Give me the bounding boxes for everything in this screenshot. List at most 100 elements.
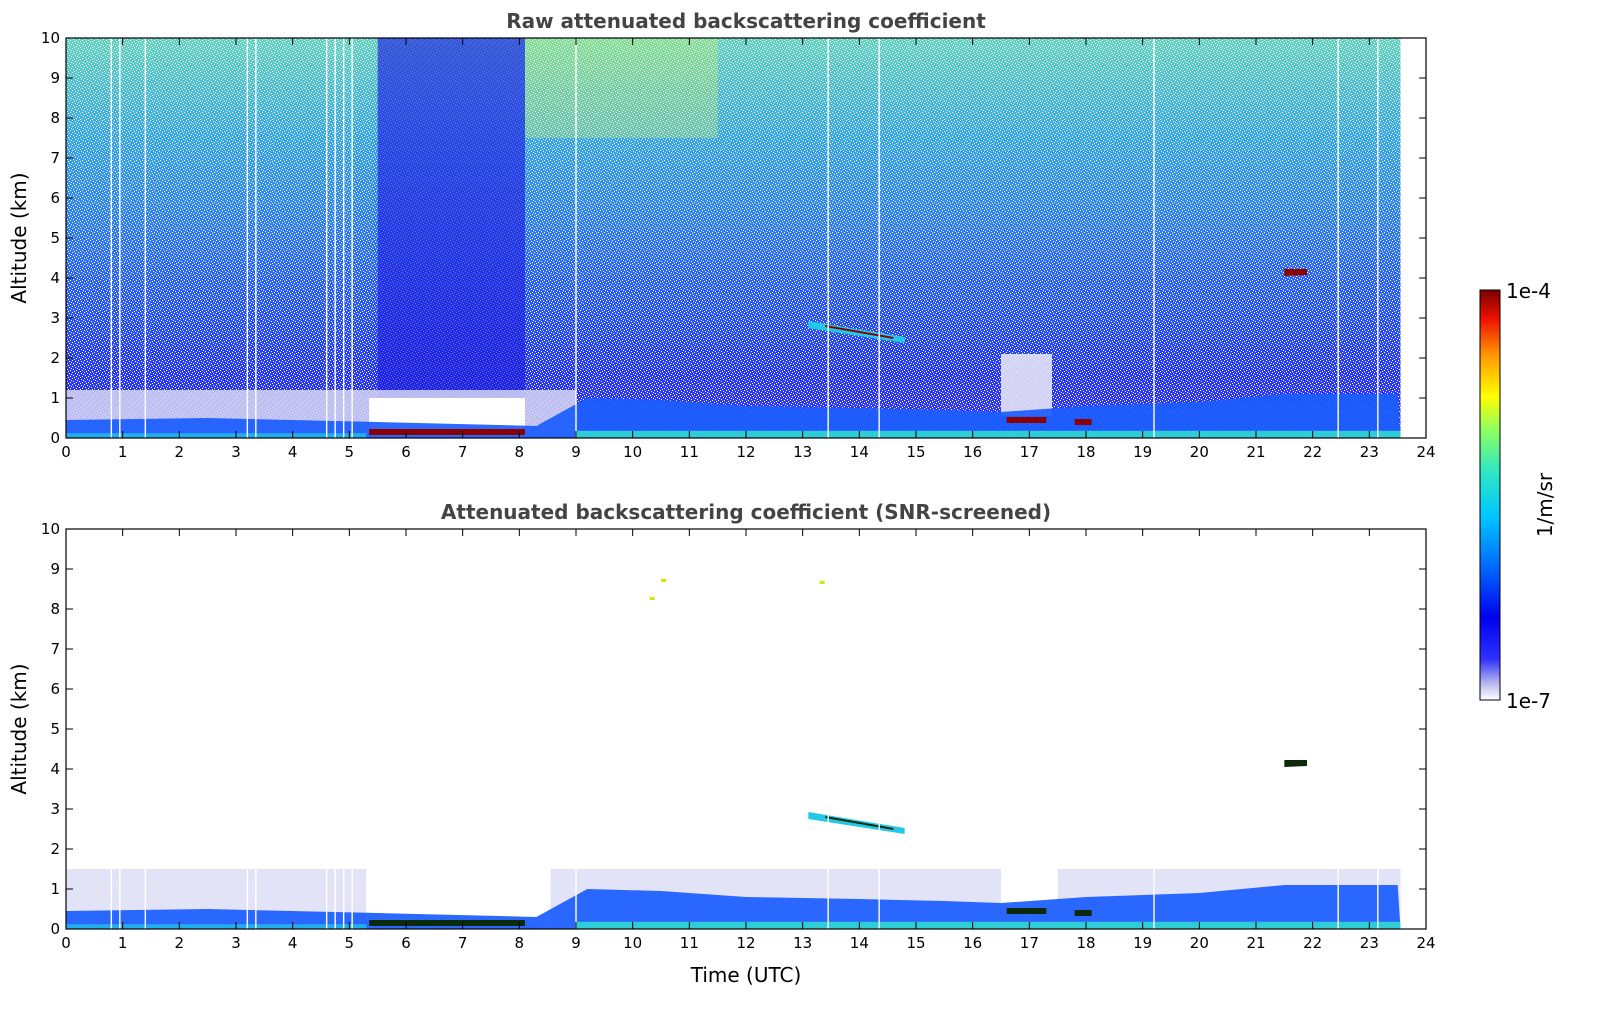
x-tick-label: 14 xyxy=(850,443,869,461)
x-tick-label: 18 xyxy=(1076,443,1095,461)
mid-cloud-core xyxy=(825,325,894,339)
sky-noise xyxy=(66,38,1401,438)
x-tick-label: 14 xyxy=(850,934,869,952)
x-tick-label: 13 xyxy=(793,934,812,952)
raw-x-axis-ticks: 0 1 2 3 4 5 6 7 8 9 10 11 12 13 14 15 16 17 18 19 20 21 22 23 24 xyxy=(61,38,1436,461)
time-axis-label: Time (UTC) xyxy=(690,963,802,987)
x-tick-label: 8 xyxy=(515,934,525,952)
raw-y-axis-label: Altitude (km) xyxy=(7,172,31,303)
x-tick-label: 3 xyxy=(231,443,241,461)
raw-heatmap-plot xyxy=(66,38,1401,438)
y-tick-label: 7 xyxy=(50,640,60,658)
x-tick-label: 9 xyxy=(571,934,581,952)
clear-patch xyxy=(1001,354,1052,416)
y-tick-label: 3 xyxy=(50,800,60,818)
x-tick-label: 7 xyxy=(458,934,468,952)
x-tick-label: 9 xyxy=(571,443,581,461)
x-tick-label: 24 xyxy=(1416,934,1435,952)
raw-panel-title: Raw attenuated backscattering coefficien… xyxy=(506,9,986,33)
colorbar-unit-label: 1/m/sr xyxy=(1533,472,1557,537)
x-tick-label: 5 xyxy=(345,443,355,461)
screened-clear-region xyxy=(366,869,551,921)
x-tick-label: 21 xyxy=(1246,934,1265,952)
low-cloud-1 xyxy=(1006,908,1047,914)
y-tick-label: 4 xyxy=(50,269,60,287)
x-tick-label: 20 xyxy=(1190,934,1209,952)
x-tick-label: 12 xyxy=(736,443,755,461)
low-cloud-2 xyxy=(1074,419,1092,425)
x-tick-label: 21 xyxy=(1246,443,1265,461)
y-tick-label: 10 xyxy=(41,29,60,47)
x-tick-label: 0 xyxy=(61,934,71,952)
screened-y-axis-label: Altitude (km) xyxy=(7,663,31,794)
x-tick-label: 10 xyxy=(623,934,642,952)
low-cloud-0 xyxy=(369,429,525,435)
x-tick-label: 8 xyxy=(515,443,525,461)
screened-speck-2 xyxy=(649,597,655,600)
x-tick-label: 16 xyxy=(963,934,982,952)
y-tick-label: 8 xyxy=(50,109,60,127)
surface-layer-early xyxy=(66,433,367,438)
screened-plot-frame xyxy=(65,528,1427,930)
x-tick-label: 22 xyxy=(1303,934,1322,952)
y-tick-label: 5 xyxy=(50,720,60,738)
x-tick-label: 19 xyxy=(1133,934,1152,952)
colorbar: 1e-4 1e-7 1/m/sr xyxy=(1479,279,1557,713)
y-tick-label: 0 xyxy=(50,429,60,447)
boundary-layer xyxy=(66,394,1401,438)
screened-x-axis-ticks: 0 1 2 3 4 5 6 7 8 9 10 11 12 13 14 15 16 17 18 19 20 21 22 23 24 xyxy=(61,529,1436,952)
screened-heatmap-plot xyxy=(66,529,1401,929)
x-tick-label: 5 xyxy=(345,934,355,952)
colorbar-min-label: 1e-7 xyxy=(1506,689,1551,713)
screened-panel-title: Attenuated backscattering coefficient (S… xyxy=(441,500,1051,524)
screened-backscatter-panel: Attenuated backscattering coefficient (S… xyxy=(7,500,1436,987)
x-tick-label: 12 xyxy=(736,934,755,952)
x-tick-label: 2 xyxy=(175,934,185,952)
x-tick-label: 20 xyxy=(1190,443,1209,461)
x-tick-label: 4 xyxy=(288,934,298,952)
y-tick-label: 7 xyxy=(50,149,60,167)
mid-cloud-1 xyxy=(1284,760,1307,767)
low-cloud-0 xyxy=(369,920,525,926)
screened-speck-0 xyxy=(661,579,666,582)
x-tick-label: 23 xyxy=(1360,443,1379,461)
x-tick-label: 18 xyxy=(1076,934,1095,952)
dark-noise-block xyxy=(377,38,525,398)
x-tick-label: 10 xyxy=(623,443,642,461)
x-tick-label: 1 xyxy=(118,443,128,461)
y-tick-label: 6 xyxy=(50,189,60,207)
x-tick-label: 11 xyxy=(680,934,699,952)
x-tick-label: 11 xyxy=(680,443,699,461)
y-tick-label: 9 xyxy=(50,69,60,87)
x-tick-label: 2 xyxy=(175,443,185,461)
y-tick-label: 10 xyxy=(41,520,60,538)
low-cloud-1 xyxy=(1006,417,1047,423)
x-tick-label: 7 xyxy=(458,443,468,461)
mid-cloud-core xyxy=(825,816,894,830)
x-tick-label: 15 xyxy=(906,443,925,461)
y-tick-label: 2 xyxy=(50,349,60,367)
y-tick-label: 1 xyxy=(50,389,60,407)
y-tick-label: 6 xyxy=(50,680,60,698)
x-tick-label: 22 xyxy=(1303,443,1322,461)
surface-layer-early xyxy=(66,924,367,929)
screened-speck-1 xyxy=(819,581,825,584)
surface-layer xyxy=(576,430,1401,438)
colorbar-max-label: 1e-4 xyxy=(1506,279,1551,303)
mid-cloud-1 xyxy=(1284,269,1307,276)
colorbar-gradient xyxy=(1479,289,1501,701)
x-tick-label: 24 xyxy=(1416,443,1435,461)
surface-layer xyxy=(576,921,1401,929)
x-tick-label: 6 xyxy=(401,934,411,952)
y-tick-label: 8 xyxy=(50,600,60,618)
x-tick-label: 15 xyxy=(906,934,925,952)
x-tick-label: 17 xyxy=(1020,443,1039,461)
x-tick-label: 0 xyxy=(61,443,71,461)
x-tick-label: 23 xyxy=(1360,934,1379,952)
x-tick-label: 3 xyxy=(231,934,241,952)
x-tick-label: 16 xyxy=(963,443,982,461)
y-tick-label: 5 xyxy=(50,229,60,247)
raw-plot-frame xyxy=(65,37,1427,439)
x-tick-label: 1 xyxy=(118,934,128,952)
